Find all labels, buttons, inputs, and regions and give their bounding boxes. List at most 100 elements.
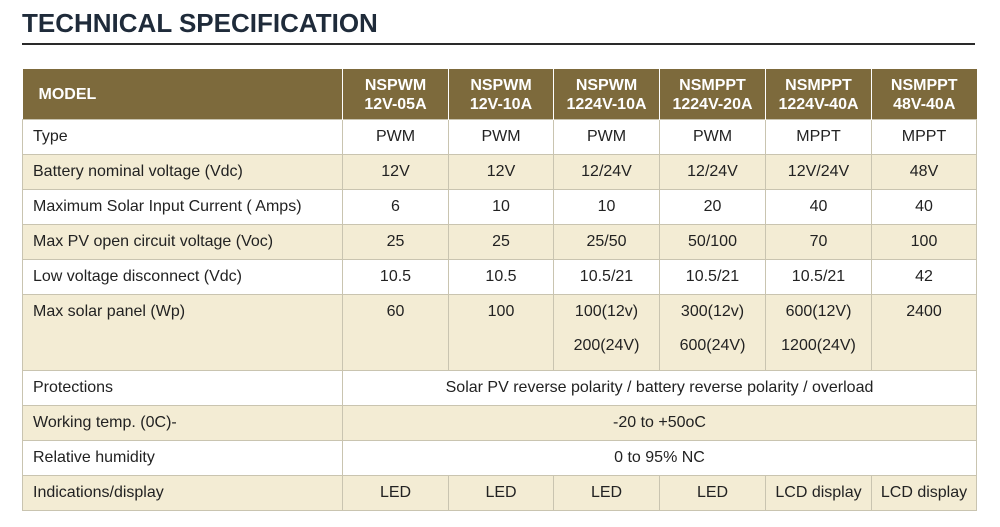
row-label: Max solar panel (Wp) — [22, 294, 343, 371]
table-cell-merged: 0 to 95% NC — [342, 440, 977, 476]
table-cell: LED — [659, 475, 766, 511]
row-label: Protections — [22, 370, 343, 406]
cell-line — [872, 329, 976, 363]
table-cell: 300(12v) 600(24V) — [659, 294, 766, 371]
table-row-protections: Protections Solar PV reverse polarity / … — [22, 370, 977, 406]
row-label: Maximum Solar Input Current ( Amps) — [22, 189, 343, 225]
table-row-working-temp: Working temp. (0C)- -20 to +50oC — [22, 405, 977, 441]
table-cell: 40 — [765, 189, 872, 225]
cell-line: 100(12v) — [574, 303, 639, 320]
table-row-battery-voltage: Battery nominal voltage (Vdc) 12V 12V 12… — [22, 154, 977, 190]
table-cell-merged: Solar PV reverse polarity / battery reve… — [342, 370, 977, 406]
table-cell: LED — [342, 475, 449, 511]
table-cell: 10 — [448, 189, 554, 225]
cell-line — [343, 329, 448, 363]
table-cell-merged: -20 to +50oC — [342, 405, 977, 441]
table-row-low-voltage-disconnect: Low voltage disconnect (Vdc) 10.5 10.5 1… — [22, 259, 977, 295]
cell-line: 200(24V) — [573, 337, 640, 354]
table-cell: PWM — [342, 119, 449, 155]
header-model-label: MODEL — [22, 69, 343, 120]
table-cell: 50/100 — [659, 224, 766, 260]
model-name: NSMPPT — [679, 77, 746, 94]
cell-line: 2400 — [906, 303, 942, 320]
table-cell: 20 — [659, 189, 766, 225]
spec-table: MODEL NSPWM 12V-05A NSPWM 12V-10A NSPWM 122… — [22, 69, 977, 511]
table-cell: 12V — [342, 154, 449, 190]
table-cell: 100(12v) 200(24V) — [553, 294, 660, 371]
cell-line: 300(12v) — [680, 303, 745, 320]
table-cell: 25/50 — [553, 224, 660, 260]
header-model-cell: NSPWM 12V-05A — [342, 69, 449, 120]
table-cell: LCD display — [871, 475, 977, 511]
table-cell: 60 — [342, 294, 449, 371]
table-cell: 12/24V — [553, 154, 660, 190]
table-cell: 48V — [871, 154, 977, 190]
table-row-max-solar-panel: Max solar panel (Wp) 60 100 100(12v) 200(… — [22, 294, 977, 371]
row-label: Battery nominal voltage (Vdc) — [22, 154, 343, 190]
table-cell: LED — [448, 475, 554, 511]
table-cell: 10.5/21 — [659, 259, 766, 295]
table-row-max-input-current: Maximum Solar Input Current ( Amps) 6 10… — [22, 189, 977, 225]
table-cell: 100 — [448, 294, 554, 371]
table-cell: LCD display — [765, 475, 872, 511]
header-model-cell: NSMPPT 1224V-40A — [765, 69, 872, 120]
table-cell: 10.5/21 — [765, 259, 872, 295]
row-label: Relative humidity — [22, 440, 343, 476]
model-name: NSMPPT — [890, 77, 958, 94]
row-label: Max PV open circuit voltage (Voc) — [22, 224, 343, 260]
model-variant: 48V-40A — [893, 96, 956, 113]
header-model-cell: NSMPPT 48V-40A — [871, 69, 977, 120]
header-model-cell: NSPWM 1224V-10A — [553, 69, 660, 120]
header-model-cell: NSMPPT 1224V-20A — [659, 69, 766, 120]
header-model-cell: NSPWM 12V-10A — [448, 69, 554, 120]
table-cell: PWM — [553, 119, 660, 155]
table-cell: MPPT — [765, 119, 872, 155]
cell-line: 600(12V) — [785, 303, 852, 320]
table-cell: 12/24V — [659, 154, 766, 190]
table-cell: 10.5 — [342, 259, 449, 295]
table-cell: 600(12V) 1200(24V) — [765, 294, 872, 371]
cell-line: 60 — [386, 303, 405, 320]
row-label: Indications/display — [22, 475, 343, 511]
cell-line — [449, 329, 553, 363]
cell-line: 100 — [487, 303, 515, 320]
table-cell: PWM — [448, 119, 554, 155]
row-label: Low voltage disconnect (Vdc) — [22, 259, 343, 295]
table-cell: 12V — [448, 154, 554, 190]
model-variant: 12V-05A — [364, 96, 427, 113]
cell-line: 600(24V) — [679, 337, 746, 354]
table-row-indications: Indications/display LED LED LED LED LCD … — [22, 475, 977, 511]
model-variant: 1224V-10A — [566, 96, 647, 113]
table-header-row: MODEL NSPWM 12V-05A NSPWM 12V-10A NSPWM 122… — [22, 69, 977, 120]
title-underline — [22, 43, 975, 45]
table-cell: 70 — [765, 224, 872, 260]
row-label: Working temp. (0C)- — [22, 405, 343, 441]
table-cell: 2400 — [871, 294, 977, 371]
table-cell: 25 — [448, 224, 554, 260]
table-row-humidity: Relative humidity 0 to 95% NC — [22, 440, 977, 476]
table-cell: 6 — [342, 189, 449, 225]
table-cell: 10 — [553, 189, 660, 225]
table-cell: LED — [553, 475, 660, 511]
table-cell: 42 — [871, 259, 977, 295]
model-name: NSMPPT — [785, 77, 852, 94]
table-cell: PWM — [659, 119, 766, 155]
row-label: Type — [22, 119, 343, 155]
table-cell: 10.5/21 — [553, 259, 660, 295]
table-cell: 25 — [342, 224, 449, 260]
model-name: NSPWM — [364, 77, 427, 94]
table-row-max-pv-voc: Max PV open circuit voltage (Voc) 25 25 … — [22, 224, 977, 260]
cell-line: 1200(24V) — [781, 337, 856, 354]
page-title: TECHNICAL SPECIFICATION — [22, 8, 378, 38]
table-cell: 100 — [871, 224, 977, 260]
model-variant: 12V-10A — [469, 96, 533, 113]
model-variant: 1224V-20A — [672, 96, 753, 113]
table-row-type: Type PWM PWM PWM PWM MPPT MPPT — [22, 119, 977, 155]
model-name: NSPWM — [470, 77, 532, 94]
table-cell: MPPT — [871, 119, 977, 155]
model-name: NSPWM — [575, 77, 638, 94]
table-cell: 12V/24V — [765, 154, 872, 190]
model-variant: 1224V-40A — [778, 96, 859, 113]
table-cell: 10.5 — [448, 259, 554, 295]
table-cell: 40 — [871, 189, 977, 225]
